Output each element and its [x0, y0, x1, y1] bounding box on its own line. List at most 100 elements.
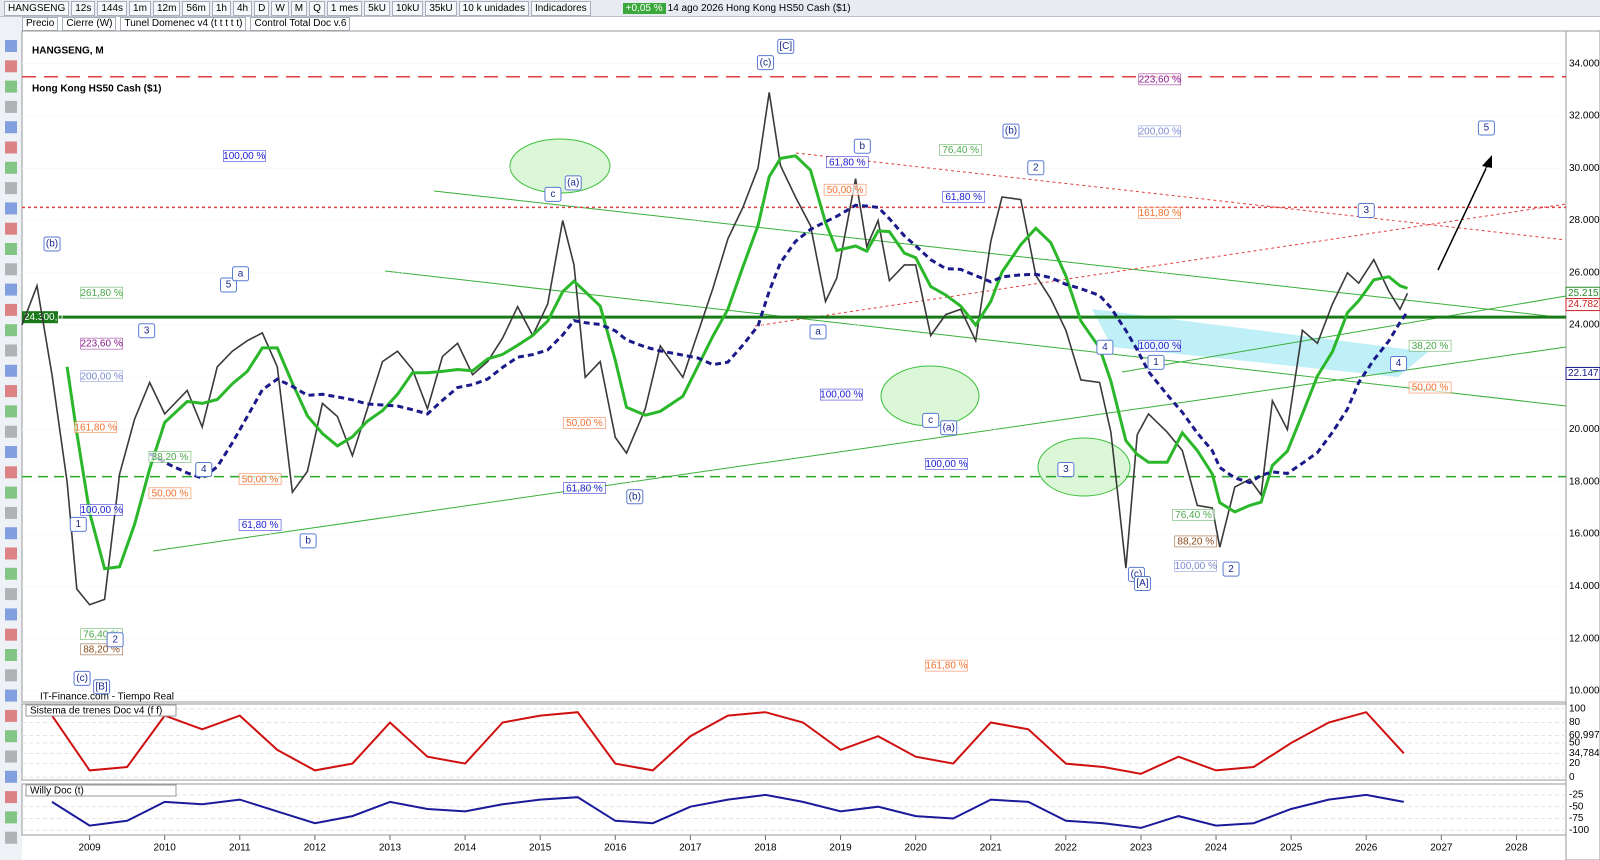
fib-label: 38,20 %: [1412, 341, 1449, 352]
fib-box: [939, 144, 982, 156]
wave-box: [195, 462, 213, 478]
fib-label: 200,00 %: [80, 371, 122, 382]
toolbar-button[interactable]: 35kU: [425, 0, 457, 16]
tool-icon: [5, 60, 17, 73]
wave-box: [73, 670, 91, 686]
price-tag-label: 22.147,1: [1568, 368, 1600, 379]
wave-label: 4: [201, 464, 207, 475]
tool-icon: [5, 831, 17, 844]
tool-icon: [5, 222, 17, 235]
fib-box: [1408, 381, 1452, 394]
toolbar-button[interactable]: 12m: [152, 0, 181, 16]
fib-label: 100,00 %: [925, 459, 967, 470]
wave-label: (c): [76, 673, 88, 684]
y-tick-label: -25: [1569, 790, 1584, 801]
x-tick-label: 2018: [754, 843, 777, 854]
fib-box: [238, 473, 282, 485]
wave-label: 4: [1396, 358, 1402, 369]
wave-label: b: [860, 141, 866, 152]
ellipse: [509, 138, 611, 194]
arrow: [1437, 159, 1491, 271]
x-tick-label: 2015: [529, 843, 552, 854]
tool-icon: [5, 100, 17, 113]
y-tick-label: 20: [1569, 758, 1581, 769]
fib-label: 61,80 %: [829, 157, 866, 168]
x-tick-label: 2014: [454, 843, 477, 854]
toolbar-button[interactable]: M: [290, 0, 308, 16]
fib-label: 161,80 %: [1139, 208, 1181, 219]
toolbar-button[interactable]: 10 k unidades: [458, 0, 529, 16]
trendline: [795, 152, 1567, 241]
wave-label: (b): [629, 491, 641, 502]
toolbar-button[interactable]: 10kU: [391, 0, 424, 16]
toolbar-button[interactable]: D: [254, 0, 270, 16]
fib-label: 223,60 %: [1139, 75, 1181, 86]
quote-text: 14 ago 2026 Hong Kong HS50 Cash ($1): [667, 2, 851, 14]
panel-title: Willy Doc (t): [30, 786, 84, 797]
level-tag-label: 24.300,0: [24, 312, 63, 323]
wave-box: [1222, 561, 1240, 577]
toolbar-button[interactable]: 56m: [182, 0, 210, 16]
panel-title: Sistema de trenes Doc v4 (f f): [30, 706, 162, 717]
fib-label: 61,80 %: [945, 192, 982, 203]
fib-box: [80, 286, 123, 299]
toolbar-button[interactable]: 1h: [211, 0, 231, 16]
x-tick-label: 2020: [905, 843, 928, 854]
wave-label: 3: [1063, 464, 1069, 475]
wave-box: [220, 277, 238, 293]
fib-label: 100,00 %: [820, 390, 862, 401]
wave-label: 5: [226, 280, 232, 291]
tool-icon: [5, 202, 17, 215]
toolbar-button[interactable]: W: [271, 0, 289, 16]
tool-icon: [5, 364, 17, 377]
toolbar-button[interactable]: Q: [309, 0, 325, 16]
tool-icon: [5, 121, 17, 134]
fib-box: [1172, 509, 1215, 521]
fib-label: 76,40 %: [1175, 510, 1212, 521]
fib-box: [925, 458, 968, 470]
fib-label: 50,00 %: [827, 185, 864, 196]
wave-label: 3: [144, 325, 150, 336]
fib-box: [826, 156, 869, 168]
tool-icon: [5, 303, 17, 316]
wave-box: [69, 516, 87, 532]
fib-box: [223, 150, 266, 162]
toolbar-button[interactable]: 12s: [71, 0, 96, 16]
tool-icon: [5, 263, 17, 276]
drawings: [152, 138, 1567, 552]
wave-box: [138, 323, 156, 339]
x-tick-label: 2023: [1130, 843, 1153, 854]
chart-title: HANGSENG, M: [32, 46, 104, 57]
y-tick-label: 26.000: [1569, 267, 1600, 278]
toolbar-button[interactable]: 1m: [129, 0, 151, 16]
tool-icon: [5, 182, 17, 195]
toolbar-button[interactable]: 5kU: [364, 0, 390, 16]
fib-label: 50,00 %: [242, 474, 279, 485]
symbol-box[interactable]: HANGSENG: [4, 0, 70, 16]
layers-bar: Precio Cierre (W) Tunel Domenec v4 (t t t …: [22, 17, 351, 31]
wave-label: (c): [760, 57, 772, 68]
x-tick-label: 2011: [229, 843, 251, 854]
toolbar-button[interactable]: 144s: [97, 0, 128, 16]
x-tick-label: 2013: [379, 843, 402, 854]
fib-box: [925, 659, 968, 672]
toolbar: HANGSENG 12s 144s 1m 12m 56m 1h 4h D W M Q 1 mes 5kU…: [0, 0, 1600, 17]
timeframe-buttons: 12s 144s 1m 12m 56m 1h 4h D W M Q 1 mes 5kU 10kU 35kU 1…: [71, 0, 591, 16]
tool-icon: [5, 506, 17, 519]
toolbar-button[interactable]: 4h: [232, 0, 253, 16]
trendline: [152, 346, 1567, 552]
fib-label: 88,20 %: [83, 645, 120, 656]
tool-icon: [5, 283, 17, 296]
tool-icon: [5, 689, 17, 702]
x-tick-label: 2025: [1280, 843, 1303, 854]
toolbar-button[interactable]: 1 mes: [326, 0, 363, 16]
fib-label: 38,20 %: [152, 452, 189, 463]
level-tag: [22, 311, 58, 324]
tool-icon: [5, 730, 17, 743]
toolbar-button[interactable]: Indicadores: [530, 0, 591, 16]
tool-icon: [5, 649, 17, 661]
fib-label: 76,40 %: [83, 629, 120, 640]
wave-label: (c): [1131, 569, 1143, 580]
wave-label: [C]: [779, 41, 792, 52]
